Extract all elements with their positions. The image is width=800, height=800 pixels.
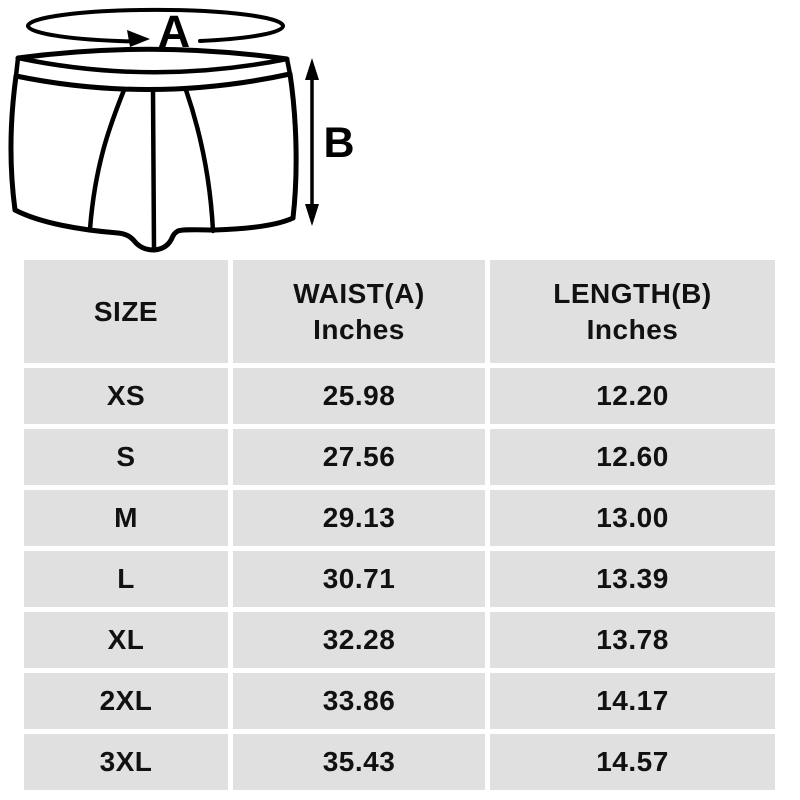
waist-cell: 32.28 [233, 612, 485, 668]
column-title: WAIST(A) [293, 277, 425, 309]
length-cell: 13.78 [490, 612, 775, 668]
header-cell-size: SIZE [24, 260, 228, 363]
length-arrow-icon [305, 58, 319, 226]
size-cell: M [24, 490, 228, 546]
waist-arrow-icon [127, 30, 150, 47]
size-cell: XS [24, 368, 228, 424]
boxer-outline [8, 46, 299, 253]
waist-cell: 27.56 [233, 429, 485, 485]
size-cell: 2XL [24, 673, 228, 729]
size-cell: 3XL [24, 734, 228, 790]
waist-cell: 29.13 [233, 490, 485, 546]
column-title: SIZE [93, 295, 159, 327]
waist-cell: 33.86 [233, 673, 485, 729]
boxer-diagram: A B [8, 6, 355, 253]
length-cell: 13.39 [490, 551, 775, 607]
size-table: SIZE WAIST(A) Inches LENGTH(B) Inches XS… [24, 260, 775, 790]
length-label: B [323, 119, 354, 167]
column-subtitle: Inches [313, 313, 405, 345]
column-subtitle: Inches [586, 313, 679, 345]
header-cell-waist: WAIST(A) Inches [233, 260, 485, 363]
length-cell: 12.20 [490, 368, 775, 424]
length-cell: 14.57 [490, 734, 775, 790]
waist-cell: 25.98 [233, 368, 485, 424]
waist-cell: 35.43 [233, 734, 485, 790]
size-cell: S [24, 429, 228, 485]
length-cell: 12.60 [490, 429, 775, 485]
column-title: LENGTH(B) [553, 277, 712, 309]
size-cell: XL [24, 612, 228, 668]
length-cell: 13.00 [490, 490, 775, 546]
length-cell: 14.17 [490, 673, 775, 729]
header-cell-length: LENGTH(B) Inches [490, 260, 775, 363]
waist-ellipse [26, 7, 285, 44]
size-cell: L [24, 551, 228, 607]
waist-cell: 30.71 [233, 551, 485, 607]
